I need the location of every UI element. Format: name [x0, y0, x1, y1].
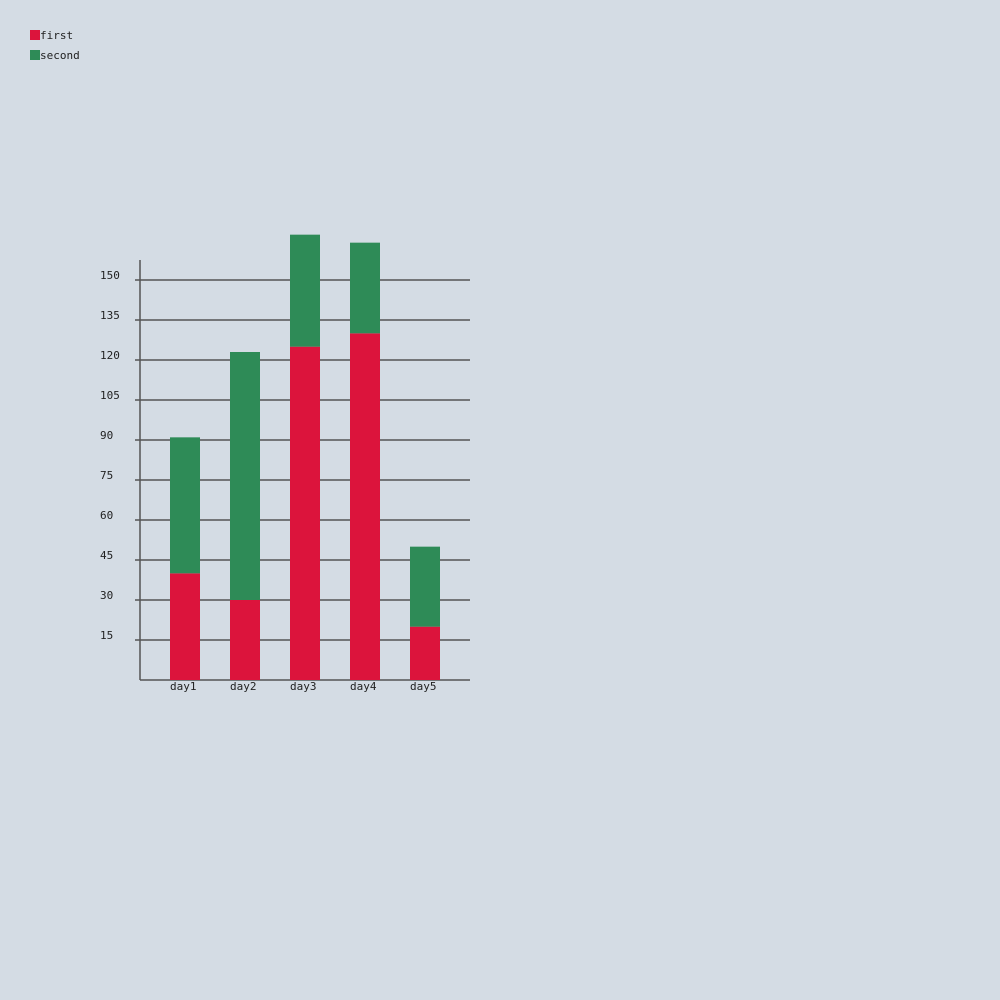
x-tick-label: day1 [170, 680, 197, 693]
legend-label: second [40, 49, 80, 62]
bar-segment [290, 346, 320, 680]
bar-segment [350, 242, 380, 334]
legend-swatch [30, 30, 40, 40]
y-tick-label: 75 [100, 469, 113, 482]
y-tick-label: 30 [100, 589, 113, 602]
y-tick-label: 45 [100, 549, 113, 562]
y-tick-label: 150 [100, 269, 120, 282]
y-tick-label: 60 [100, 509, 113, 522]
bar-segment [410, 626, 440, 680]
y-tick-label: 120 [100, 349, 120, 362]
legend-swatch [30, 50, 40, 60]
bar-segment [290, 234, 320, 347]
x-tick-label: day4 [350, 680, 377, 693]
bar-segment [170, 437, 200, 574]
legend-label: first [40, 29, 73, 42]
y-tick-label: 90 [100, 429, 113, 442]
bar-segment [230, 352, 260, 600]
bar-segment [230, 600, 260, 680]
bar-segment [410, 546, 440, 627]
bar-segment [350, 333, 380, 680]
y-tick-label: 135 [100, 309, 120, 322]
x-tick-label: day2 [230, 680, 257, 693]
x-tick-label: day3 [290, 680, 317, 693]
y-tick-label: 15 [100, 629, 113, 642]
x-tick-label: day5 [410, 680, 437, 693]
bar-segment [170, 573, 200, 680]
y-tick-label: 105 [100, 389, 120, 402]
